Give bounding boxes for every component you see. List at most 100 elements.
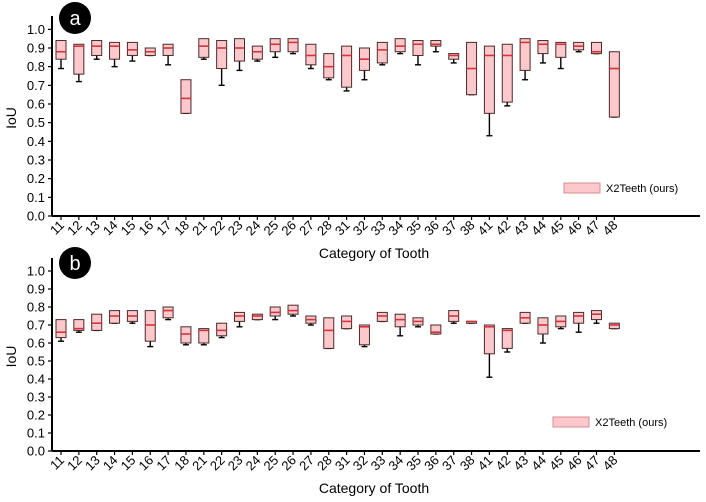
box-36	[430, 40, 442, 53]
box-iqr	[608, 51, 620, 118]
y-tick-label: 0.2	[27, 408, 45, 423]
box-iqr	[162, 43, 174, 56]
box-iqr	[519, 38, 531, 71]
box-24	[251, 45, 263, 62]
box-iqr	[394, 313, 406, 328]
box-44	[537, 317, 549, 344]
box-44	[537, 40, 549, 64]
box-iqr	[394, 38, 406, 53]
box-iqr	[144, 310, 156, 342]
box-iqr	[180, 326, 192, 344]
y-tick-label: 0.5	[27, 354, 45, 369]
y-tick-label: 0.7	[27, 78, 45, 93]
box-iqr	[216, 322, 228, 337]
box-32	[358, 324, 370, 348]
box-iqr	[305, 43, 317, 66]
box-iqr	[537, 40, 549, 55]
y-tick-label: 0.3	[27, 390, 45, 405]
box-36	[430, 324, 442, 335]
box-11	[55, 40, 67, 70]
box-iqr	[55, 319, 67, 339]
y-tick-label: 0.8	[27, 300, 45, 315]
box-iqr	[448, 53, 460, 60]
y-tick-label: 0.6	[27, 97, 45, 112]
box-13	[91, 40, 103, 60]
box-iqr	[483, 324, 495, 355]
box-28	[323, 317, 335, 350]
box-12	[73, 319, 85, 333]
box-18	[180, 326, 192, 346]
legend-label: X2Teeth (ours)	[595, 417, 667, 429]
legend-swatch	[552, 416, 590, 428]
box-41	[483, 45, 495, 137]
box-42	[501, 43, 513, 107]
box-iqr	[55, 40, 67, 60]
box-25	[269, 38, 281, 59]
box-41	[483, 324, 495, 378]
y-tick-label: 0.1	[27, 426, 45, 441]
box-25	[269, 306, 281, 321]
box-28	[323, 53, 335, 81]
box-iqr	[358, 324, 370, 346]
box-32	[358, 47, 370, 81]
box-iqr	[430, 40, 442, 47]
box-35	[412, 40, 424, 66]
y-tick-label: 0.2	[27, 171, 45, 186]
box-iqr	[287, 304, 299, 315]
legend-label: X2Teeth (ours)	[606, 183, 678, 195]
x-tick-label: 48	[600, 218, 621, 239]
box-46	[573, 41, 585, 53]
panel-a: 0.0 0.1 0.2 0.3 0.4 0.5 0.6 0.7 0.8 0.9 1.0 IoU Cate…	[3, 2, 700, 261]
box-iqr	[234, 38, 245, 62]
box-18	[180, 79, 192, 115]
box-21	[198, 328, 210, 346]
box-iqr	[287, 38, 299, 53]
box-35	[412, 317, 424, 328]
box-22	[216, 322, 228, 339]
box-iqr	[412, 40, 424, 56]
panel-badge	[59, 247, 91, 279]
box-iqr	[73, 319, 85, 331]
panel-badge	[59, 2, 91, 34]
box-11	[55, 319, 67, 342]
box-31	[341, 45, 353, 92]
box-iqr	[126, 41, 138, 56]
x-tick-label: 48	[600, 453, 621, 474]
box-iqr	[216, 40, 228, 70]
box-33	[376, 41, 388, 66]
box-iqr	[376, 311, 388, 322]
y-tick-label: 0.0	[27, 444, 45, 459]
box-26	[287, 38, 299, 55]
box-46	[573, 311, 585, 333]
box-48	[608, 322, 620, 330]
y-tick-label: 0.0	[27, 209, 45, 224]
box-47	[591, 41, 602, 55]
box-27	[305, 43, 317, 70]
box-23	[234, 311, 245, 328]
box-iqr	[537, 317, 549, 335]
box-iqr	[91, 313, 103, 331]
box-37	[448, 53, 460, 64]
box-iqr	[251, 45, 263, 60]
box-iqr	[198, 38, 210, 58]
box-43	[519, 38, 531, 81]
y-tick-label: 0.9	[27, 41, 45, 56]
box-iqr	[341, 45, 353, 88]
box-37	[448, 310, 460, 324]
box-iqr	[251, 313, 263, 321]
y-tick-label: 0.3	[27, 153, 45, 168]
box-48	[608, 51, 620, 118]
box-iqr	[269, 306, 281, 317]
y-tick-label: 0.4	[27, 372, 45, 387]
box-43	[519, 311, 531, 324]
box-42	[501, 328, 513, 353]
box-iqr	[501, 328, 513, 349]
y-tick-label: 0.1	[27, 190, 45, 205]
box-24	[251, 313, 263, 321]
box-iqr	[234, 311, 245, 322]
box-iqr	[573, 311, 585, 324]
x-axis-label: Category of Tooth	[319, 480, 429, 496]
y-tick-label: 1.0	[27, 264, 45, 279]
box-iqr	[555, 41, 567, 58]
box-iqr	[180, 79, 192, 114]
